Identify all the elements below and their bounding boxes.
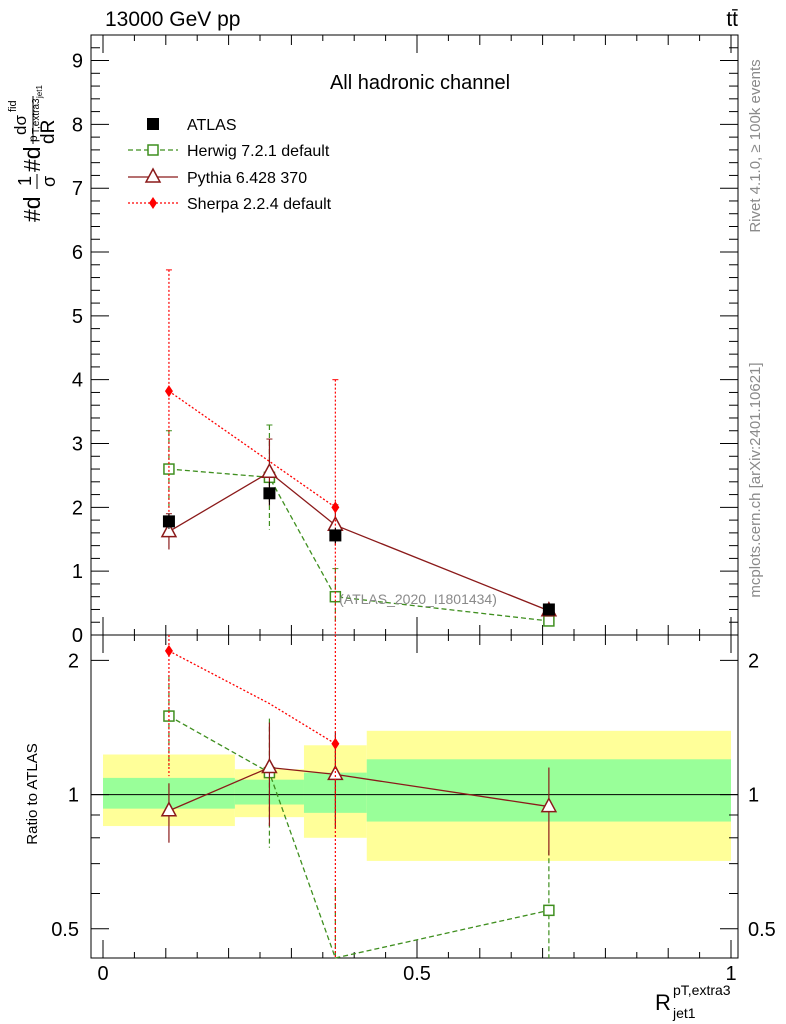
legend-label-0: ATLAS [187,117,237,134]
y-tick-label-main: 7 [72,178,83,200]
side-label-top: Rivet 4.1.0, ≥ 100k events [747,59,764,232]
uncertainty-bands [91,730,738,861]
point-data-ATLAS [542,603,555,616]
ylabel-part-fid: fid [7,100,19,112]
axis-ticks: 0 0.5 1 0 1 2 3 4 5 6 7 8 9 0.5 0.5 1 1 2 2 [51,35,776,985]
point-ratio-Herwig 7.2.1 default [543,904,555,917]
xlabel-main: R [655,990,671,1015]
y-tick-label-main: 9 [72,51,83,73]
x-tick-label: 0 [97,963,108,985]
series-line-ratio-1 [168,715,550,959]
x-tick-label: 1 [725,963,736,985]
ylabel-part-d1: #d [19,196,45,222]
y-tick-label-ratio: 0.5 [51,919,79,941]
point-ratio-Pythia 6.428 370 [540,796,558,813]
x-tick-label: 0.5 [403,963,431,985]
y-axis-label: #d 1 σ #d dσ fid p T,extra3 jet1 dR [7,85,59,222]
point-data-ATLAS [263,487,276,500]
point-data-ATLAS [162,515,175,528]
legend-marker-1 [147,144,159,156]
y-tick-label-main: 3 [72,434,83,456]
y-tick-label-ratio: 2 [68,650,79,672]
legend-marker-2 [144,167,162,183]
legend-label-3: Sherpa 2.2.4 default [187,196,332,213]
y-tick-label-main: 1 [72,561,83,583]
series-marks [160,269,558,959]
point-ratio-Sherpa 2.2.4 default [164,644,173,657]
y-tick-label-main: 4 [72,370,83,392]
series-line-main-1 [168,468,549,622]
xlabel-sup: pT,extra3 [673,982,731,998]
ylabel-part-jet1: jet1 [35,85,44,99]
header-left: 13000 GeV pp [105,8,240,31]
point-main-Pythia 6.428 370 [160,522,178,538]
point-main-Herwig 7.2.1 default [543,615,555,627]
legend-label-1: Herwig 7.2.1 default [187,143,330,160]
header-right: tt̄ [726,8,738,31]
ratio-y-label: Ratio to ATLAS [24,743,41,844]
series-line-main-3 [168,390,336,508]
point-ratio-Pythia 6.428 370 [261,757,278,774]
ylabel-part-d2: #d [19,146,45,172]
point-data-ATLAS [329,529,342,542]
ratio-frame [90,634,739,959]
y-tick-label-main: 5 [72,306,83,328]
xlabel-sub: jet1 [672,1005,696,1021]
y-tick-label-main: 6 [72,242,83,264]
legend: ATLAS Herwig 7.2.1 default Pythia 6.428 37… [128,117,332,213]
y-tick-label-ratio-right: 0.5 [748,919,776,941]
series-line-main-2 [168,471,550,612]
ylabel-part-text3: T,extra3 [31,98,42,134]
ylabel-part-one: 1 [15,176,35,186]
ylabel-part-dsigma: dσ [11,115,30,135]
point-ratio-Pythia 6.428 370 [160,801,178,817]
x-axis-label: R pT,extra3 jet1 [655,982,731,1021]
ylabel-part-sigma: σ [39,176,59,187]
ylabel-part-dR: dR [38,120,59,144]
y-tick-label-ratio-right: 1 [748,785,759,807]
point-main-Sherpa 2.2.4 default [331,501,340,514]
point-main-Herwig 7.2.1 default [163,463,175,475]
point-main-Pythia 6.428 370 [261,462,278,478]
series-line-ratio-2 [168,766,549,812]
point-main-Sherpa 2.2.4 default [164,385,173,398]
analysis-label: (ATLAS_2020_I1801434) [339,591,497,607]
series-line-ratio-3 [168,650,336,745]
legend-marker-0 [147,118,159,130]
y-tick-label-main: 0 [72,625,83,647]
legend-label-2: Pythia 6.428 370 [187,170,307,187]
chart-title: All hadronic channel [330,72,510,94]
legend-marker-3 [149,197,157,209]
y-tick-label-main: 2 [72,497,83,519]
point-ratio-Sherpa 2.2.4 default [331,737,340,750]
side-label-bottom: mcplots.cern.ch [arXiv:2401.10621] [747,362,764,597]
y-tick-label-ratio-right: 2 [748,650,759,672]
y-tick-label-ratio: 1 [68,785,79,807]
y-tick-label-main: 8 [72,114,83,136]
